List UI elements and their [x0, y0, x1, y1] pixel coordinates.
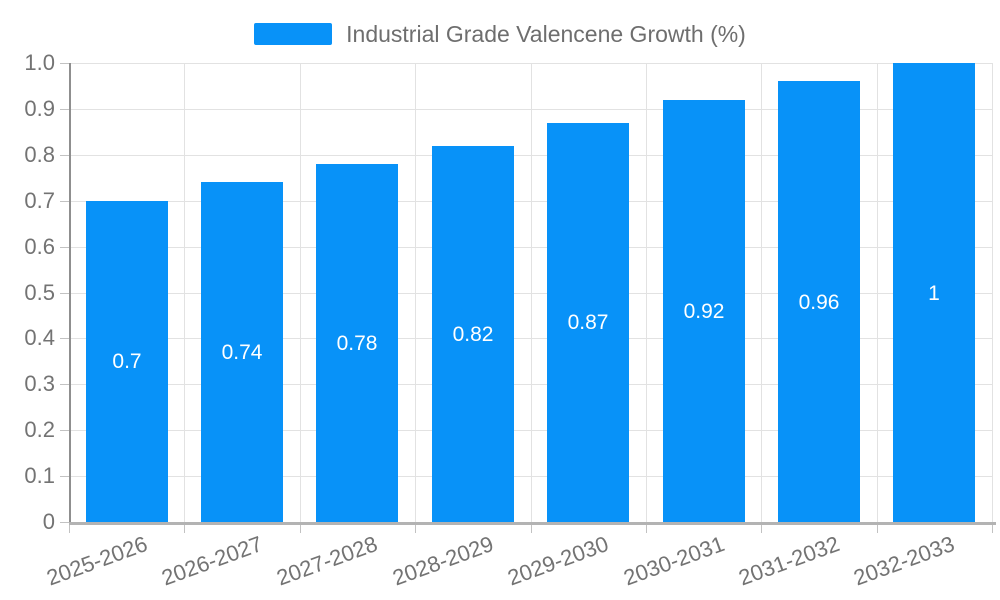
y-tick: [60, 63, 69, 64]
y-gridline: [69, 293, 992, 294]
y-gridline: [69, 384, 992, 385]
y-axis-label: 0.6: [24, 234, 55, 259]
y-tick: [60, 384, 69, 385]
y-axis-label: 0.2: [24, 417, 55, 442]
legend[interactable]: Industrial Grade Valencene Growth (%): [0, 20, 1000, 48]
y-tick: [60, 247, 69, 248]
bar[interactable]: [547, 123, 629, 522]
x-tick: [531, 524, 532, 533]
y-axis-line: [69, 63, 71, 524]
y-gridline: [69, 338, 992, 339]
bar-value-label: 0.7: [112, 350, 142, 373]
y-axis-label: 0.7: [24, 188, 55, 213]
y-gridline: [69, 476, 992, 477]
x-gridline: [300, 63, 301, 522]
x-tick: [69, 524, 70, 533]
bar-value-label: 0.78: [336, 332, 378, 355]
x-axis-label: 2027-2028: [273, 531, 381, 591]
bar[interactable]: [316, 164, 398, 522]
y-tick: [60, 338, 69, 339]
x-gridline: [877, 63, 878, 522]
bar-value-label: 0.82: [452, 323, 494, 346]
bar[interactable]: [663, 100, 745, 522]
x-gridline: [415, 63, 416, 522]
y-tick: [60, 201, 69, 202]
y-gridline: [69, 63, 992, 64]
y-axis-label: 0: [42, 509, 55, 534]
x-axis-label: 2031-2032: [735, 531, 843, 591]
x-gridline: [646, 63, 647, 522]
x-axis-label: 2029-2030: [504, 531, 612, 591]
y-axis-label: 0.1: [24, 463, 55, 488]
x-axis-label: 2025-2026: [43, 531, 151, 591]
y-gridline: [69, 155, 992, 156]
y-axis-label: 0.4: [24, 325, 55, 350]
y-axis-label: 0.9: [24, 96, 55, 121]
x-gridline: [184, 63, 185, 522]
bar[interactable]: [201, 182, 283, 522]
x-axis-label: 2026-2027: [158, 531, 266, 591]
x-gridline: [992, 63, 993, 522]
y-axis-label: 0.5: [24, 280, 55, 305]
y-gridline: [69, 247, 992, 248]
x-gridline: [531, 63, 532, 522]
bar-value-label: 0.74: [221, 341, 263, 364]
x-axis-label: 2030-2031: [620, 531, 728, 591]
x-axis-label: 2028-2029: [389, 531, 497, 591]
bar-value-label: 0.87: [567, 311, 609, 334]
y-gridline: [69, 430, 992, 431]
x-tick: [415, 524, 416, 533]
legend-label[interactable]: Industrial Grade Valencene Growth (%): [346, 20, 746, 47]
x-tick: [761, 524, 762, 533]
x-tick: [877, 524, 878, 533]
y-tick: [60, 155, 69, 156]
x-tick: [646, 524, 647, 533]
y-gridline: [69, 201, 992, 202]
bar-value-label: 0.96: [798, 291, 840, 314]
y-tick: [60, 109, 69, 110]
y-tick: [60, 522, 69, 523]
y-gridline: [69, 109, 992, 110]
x-axis-line: [69, 522, 996, 525]
bar-value-label: 1: [928, 282, 940, 305]
y-axis-label: 0.3: [24, 371, 55, 396]
y-tick: [60, 430, 69, 431]
bar[interactable]: [778, 81, 860, 522]
y-tick: [60, 293, 69, 294]
y-axis-label: 0.8: [24, 142, 55, 167]
bar[interactable]: [86, 201, 168, 522]
x-tick: [992, 524, 993, 533]
x-axis-label: 2032-2033: [850, 531, 958, 591]
bar-value-label: 0.92: [683, 300, 725, 323]
y-axis-label: 1.0: [24, 50, 55, 75]
y-tick: [60, 476, 69, 477]
bar[interactable]: [893, 63, 975, 522]
x-gridline: [761, 63, 762, 522]
x-tick: [184, 524, 185, 533]
legend-swatch[interactable]: [254, 23, 333, 45]
x-tick: [300, 524, 301, 533]
bar[interactable]: [432, 146, 514, 522]
